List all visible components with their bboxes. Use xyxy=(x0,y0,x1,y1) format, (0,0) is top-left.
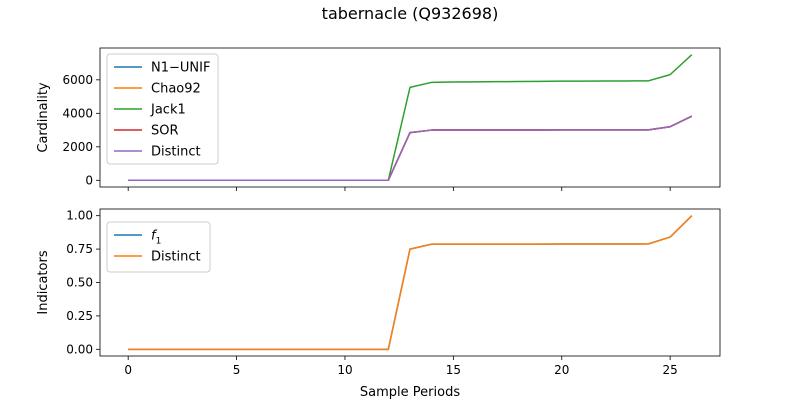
y-tick-label: 0.25 xyxy=(66,309,93,323)
legend-frame xyxy=(106,221,211,273)
axes-frame xyxy=(99,47,721,188)
legend-label: Jack1 xyxy=(150,103,186,118)
legend-label: Distinct xyxy=(151,145,201,160)
x-tick-label: 20 xyxy=(554,363,569,377)
figure-title: tabernacle (Q932698) xyxy=(322,4,499,23)
series-line-1-5 xyxy=(128,115,693,182)
x-axis-label: Sample Periods xyxy=(360,385,460,400)
legend-1: N1−UNIF Chao92 Jack1 SOR Distinct xyxy=(106,53,219,165)
y-tick-label: 0.00 xyxy=(66,342,93,356)
legend-2: f1 Distinct xyxy=(106,221,211,273)
legend-label: SOR xyxy=(151,124,179,139)
y-tick-label: 2000 xyxy=(62,140,93,154)
y-axis-label: Indicators xyxy=(36,250,51,314)
y-tick-label: 0.50 xyxy=(66,276,93,290)
y-tick-label: 0 xyxy=(85,173,93,187)
x-tick-label: 0 xyxy=(124,363,132,377)
x-tick-label: 15 xyxy=(446,363,461,377)
legend-label: N1−UNIF xyxy=(151,61,210,76)
y-tick-label: 0.75 xyxy=(66,242,93,256)
y-axis-label: Cardinality xyxy=(36,82,51,153)
axes-1: 0 2000 4000 6000 Cardinality N1−UNIF Chao92 Jac… xyxy=(36,47,721,191)
series-line-2-1 xyxy=(128,215,693,351)
y-tick-label: 1.00 xyxy=(66,209,93,223)
legend-label: f1 xyxy=(151,229,161,247)
axes-2: 0 5 10 15 20 25 0.00 0.25 0.50 0.75 1.00 Indicators… xyxy=(36,208,721,400)
y-tick-label: 6000 xyxy=(62,73,93,87)
x-tick-label: 5 xyxy=(233,363,241,377)
x-tick-label: 25 xyxy=(662,363,677,377)
legend-label: Distinct xyxy=(151,250,201,265)
legend-frame xyxy=(106,53,219,165)
axes-root: 0 2000 4000 6000 Cardinality N1−UNIF Chao92 Jac… xyxy=(36,47,721,400)
x-tick-label: 10 xyxy=(337,363,352,377)
y-tick-label: 4000 xyxy=(62,106,93,120)
legend-label: Chao92 xyxy=(151,82,201,97)
series-line-2-2 xyxy=(128,215,693,351)
